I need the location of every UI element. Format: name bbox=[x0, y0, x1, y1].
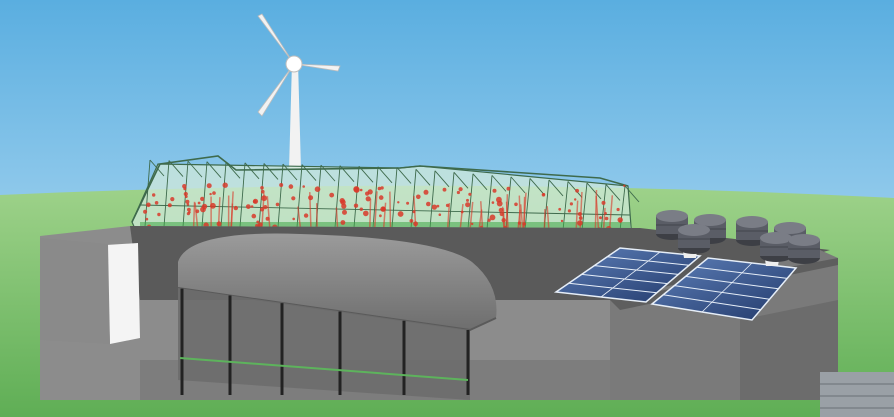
warehouse-block bbox=[820, 372, 894, 417]
wind-turbine bbox=[257, 13, 341, 170]
rooftop-fans bbox=[656, 210, 820, 266]
curved-canopy bbox=[177, 233, 497, 400]
solar-panels bbox=[553, 247, 798, 321]
